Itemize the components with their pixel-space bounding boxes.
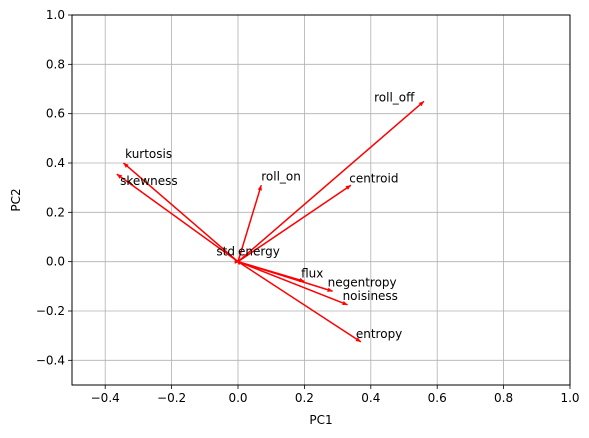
loading-arrow-negentropy	[237, 260, 333, 292]
arrow-shaft	[122, 162, 239, 263]
loading-arrow-noisiness	[237, 260, 348, 306]
loading-vectors	[116, 100, 425, 343]
arrow-head	[342, 300, 348, 306]
x-tick-label: 0.4	[361, 391, 380, 405]
y-tick-label: 0.0	[46, 255, 65, 269]
arrow-head	[345, 185, 351, 190]
y-tick-label: 0.2	[46, 205, 65, 219]
loading-arrow-skewness	[116, 173, 239, 263]
y-tick-label: 0.8	[46, 57, 65, 71]
y-tick-label: 0.4	[46, 156, 65, 170]
loading-arrow-centroid	[237, 184, 352, 263]
x-tick-label: −0.2	[157, 391, 186, 405]
arrow-shaft	[237, 261, 362, 343]
arrow-shaft	[237, 260, 348, 306]
arrow-head	[355, 337, 361, 342]
x-tick-label: −0.4	[91, 391, 120, 405]
arrow-head	[123, 163, 129, 168]
arrow-shaft	[237, 184, 262, 262]
arrow-head	[327, 287, 333, 292]
vector-label-std: std	[216, 245, 235, 259]
x-tick-label: 0.0	[228, 391, 247, 405]
arrow-shaft	[237, 184, 352, 263]
x-tick-label: 0.6	[428, 391, 447, 405]
vector-label-energy: energy	[238, 245, 280, 259]
vector-label-entropy: entropy	[356, 327, 402, 341]
y-tick-label: −0.2	[36, 304, 65, 318]
x-axis-label: PC1	[309, 413, 332, 427]
vector-label-kurtosis: kurtosis	[125, 147, 172, 161]
arrow-head	[234, 259, 240, 264]
y-axis-ticks: −0.4 −0.2 0.0 0.2 0.4 0.6 0.8 1.0	[36, 8, 72, 367]
arrow-shaft	[237, 100, 425, 263]
loading-arrow-kurtosis	[122, 162, 239, 263]
arrow-head	[257, 185, 262, 191]
loading-arrow-roll_on	[237, 184, 262, 262]
loading-arrow-roll_off	[237, 100, 425, 263]
arrow-shaft	[116, 173, 239, 263]
vector-labels: roll_off kurtosis skewness roll_on centroid s…	[120, 90, 415, 341]
vector-label-centroid: centroid	[349, 172, 398, 186]
x-tick-label: 0.8	[494, 391, 513, 405]
vector-label-roll_off: roll_off	[374, 90, 415, 104]
vector-label-roll_on: roll_on	[261, 169, 301, 183]
plot-frame	[71, 14, 571, 386]
grid-lines	[72, 14, 571, 385]
vector-label-flux: flux	[301, 267, 323, 281]
vector-label-skewness: skewness	[120, 174, 177, 188]
vector-label-noisiness: noisiness	[343, 289, 398, 303]
x-tick-label: 1.0	[560, 391, 579, 405]
y-axis-label: PC2	[9, 188, 23, 211]
arrow-shaft	[237, 260, 333, 292]
loading-arrow-entropy	[237, 261, 362, 343]
y-tick-label: 1.0	[46, 8, 65, 22]
x-tick-label: 0.2	[295, 391, 314, 405]
y-tick-label: 0.6	[46, 107, 65, 121]
y-tick-label: −0.4	[36, 353, 65, 367]
vector-label-negentropy: negentropy	[328, 275, 397, 289]
x-axis-ticks: −0.4 −0.2 0.0 0.2 0.4 0.6 0.8 1.0	[91, 385, 580, 405]
arrow-head	[418, 101, 424, 107]
arrow-head	[116, 174, 123, 179]
